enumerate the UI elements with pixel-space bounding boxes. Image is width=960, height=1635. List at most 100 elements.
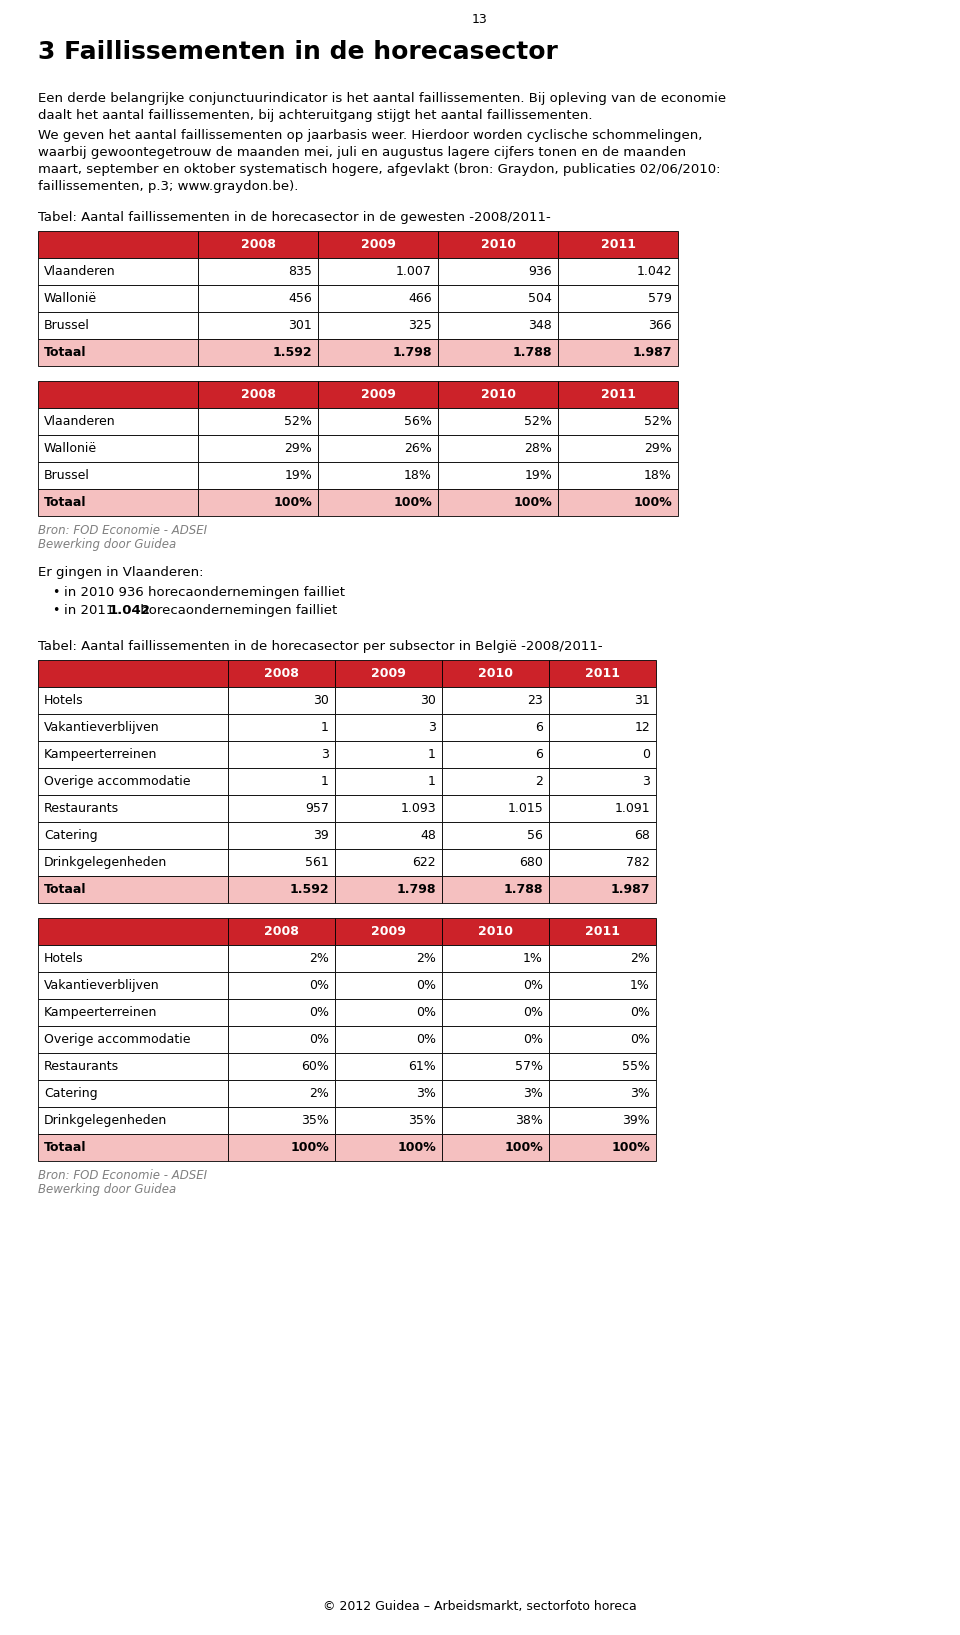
Text: maart, september en oktober systematisch hogere, afgevlakt (bron: Graydon, publi: maart, september en oktober systematisch… — [38, 164, 721, 177]
Text: •: • — [52, 603, 60, 616]
Bar — [549, 999, 656, 1027]
Bar — [228, 1135, 335, 1161]
Text: Een derde belangrijke conjunctuurindicator is het aantal faillissementen. Bij op: Een derde belangrijke conjunctuurindicat… — [38, 92, 726, 105]
Text: 3: 3 — [642, 775, 650, 788]
Bar — [38, 463, 198, 489]
Text: 0%: 0% — [630, 1006, 650, 1019]
Text: 2010: 2010 — [481, 239, 516, 252]
Text: 1.042: 1.042 — [636, 265, 672, 278]
Text: 52%: 52% — [644, 415, 672, 428]
Bar — [335, 795, 442, 822]
Text: 1.788: 1.788 — [503, 883, 543, 896]
Bar — [38, 971, 228, 999]
Bar — [318, 338, 438, 366]
Text: 1: 1 — [322, 775, 329, 788]
Text: 2%: 2% — [309, 952, 329, 965]
Bar — [549, 795, 656, 822]
Bar — [38, 338, 198, 366]
Text: 0%: 0% — [416, 1033, 436, 1046]
Bar — [442, 849, 549, 876]
Text: Catering: Catering — [44, 1087, 98, 1100]
Text: 1.592: 1.592 — [273, 347, 312, 360]
Text: 6: 6 — [535, 747, 543, 760]
Bar — [335, 1027, 442, 1053]
Text: 31: 31 — [635, 693, 650, 706]
Bar — [38, 849, 228, 876]
Bar — [228, 795, 335, 822]
Text: 1.007: 1.007 — [396, 265, 432, 278]
Bar — [38, 1081, 228, 1107]
Text: 782: 782 — [626, 857, 650, 868]
Text: 68: 68 — [635, 829, 650, 842]
Text: Bron: FOD Economie - ADSEI: Bron: FOD Economie - ADSEI — [38, 1169, 207, 1182]
Text: 0%: 0% — [523, 979, 543, 992]
Bar — [438, 381, 558, 409]
Text: 2009: 2009 — [361, 239, 396, 252]
Bar — [38, 768, 228, 795]
Text: 3%: 3% — [630, 1087, 650, 1100]
Bar — [228, 849, 335, 876]
Bar — [198, 338, 318, 366]
Text: 622: 622 — [413, 857, 436, 868]
Text: 325: 325 — [408, 319, 432, 332]
Text: 0%: 0% — [523, 1033, 543, 1046]
Bar — [442, 687, 549, 714]
Text: Brussel: Brussel — [44, 469, 90, 482]
Bar — [549, 768, 656, 795]
Bar — [558, 435, 678, 463]
Text: 0: 0 — [642, 747, 650, 760]
Bar — [335, 661, 442, 687]
Text: Vakantieverblijven: Vakantieverblijven — [44, 979, 159, 992]
Text: 2010: 2010 — [478, 925, 513, 938]
Text: 6: 6 — [535, 721, 543, 734]
Text: 0%: 0% — [309, 1033, 329, 1046]
Text: 2008: 2008 — [264, 925, 299, 938]
Bar — [318, 409, 438, 435]
Bar — [558, 284, 678, 312]
Bar — [228, 999, 335, 1027]
Text: 1.592: 1.592 — [289, 883, 329, 896]
Text: 579: 579 — [648, 293, 672, 306]
Bar — [558, 381, 678, 409]
Bar — [558, 409, 678, 435]
Bar — [198, 312, 318, 338]
Bar — [549, 849, 656, 876]
Text: 18%: 18% — [644, 469, 672, 482]
Bar — [228, 687, 335, 714]
Bar — [335, 1135, 442, 1161]
Bar — [335, 917, 442, 945]
Text: 1.987: 1.987 — [633, 347, 672, 360]
Text: Bewerking door Guidea: Bewerking door Guidea — [38, 538, 177, 551]
Bar — [228, 741, 335, 768]
Text: Bewerking door Guidea: Bewerking door Guidea — [38, 1184, 177, 1195]
Text: 2008: 2008 — [264, 667, 299, 680]
Text: 23: 23 — [527, 693, 543, 706]
Bar — [228, 714, 335, 741]
Text: 835: 835 — [288, 265, 312, 278]
Bar — [38, 435, 198, 463]
Text: 2%: 2% — [416, 952, 436, 965]
Bar — [442, 1053, 549, 1081]
Bar — [318, 312, 438, 338]
Bar — [38, 714, 228, 741]
Bar — [442, 1081, 549, 1107]
Bar — [549, 1027, 656, 1053]
Text: Kampeerterreinen: Kampeerterreinen — [44, 747, 157, 760]
Bar — [335, 822, 442, 849]
Text: 2%: 2% — [309, 1087, 329, 1100]
Text: 301: 301 — [288, 319, 312, 332]
Text: 18%: 18% — [404, 469, 432, 482]
Text: 39%: 39% — [622, 1113, 650, 1127]
Bar — [38, 876, 228, 903]
Text: Overige accommodatie: Overige accommodatie — [44, 1033, 190, 1046]
Text: 100%: 100% — [397, 1141, 436, 1154]
Text: Drinkgelegenheden: Drinkgelegenheden — [44, 857, 167, 868]
Text: 35%: 35% — [408, 1113, 436, 1127]
Text: 3%: 3% — [416, 1087, 436, 1100]
Bar — [318, 381, 438, 409]
Text: 1.798: 1.798 — [393, 347, 432, 360]
Bar — [438, 489, 558, 517]
Bar — [549, 1135, 656, 1161]
Bar — [549, 661, 656, 687]
Bar — [335, 741, 442, 768]
